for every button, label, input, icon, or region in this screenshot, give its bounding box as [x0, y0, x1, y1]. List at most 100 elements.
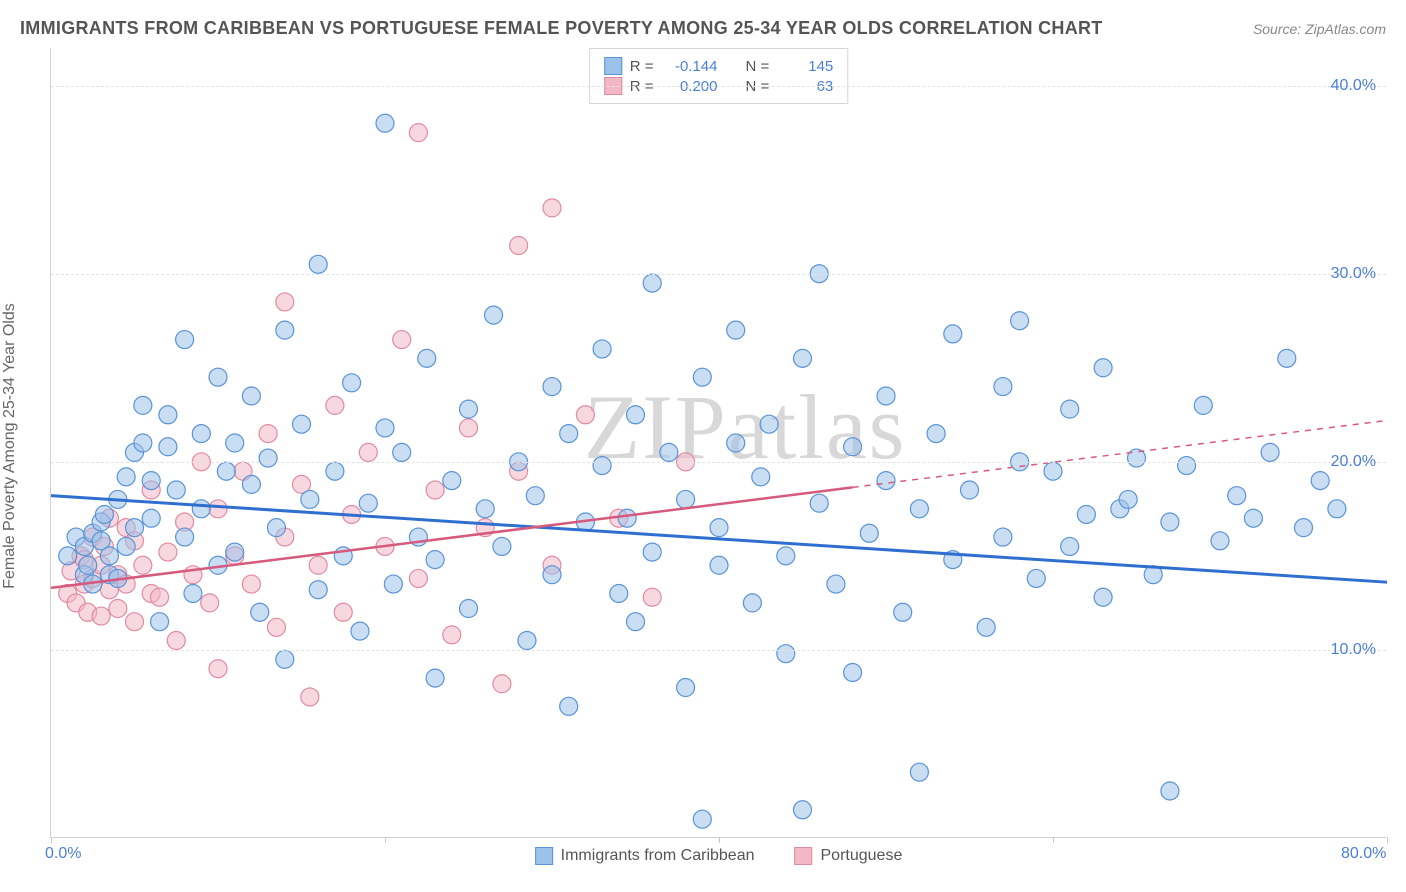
data-point-portuguese — [267, 618, 285, 636]
data-point-caribbean — [526, 487, 544, 505]
data-point-caribbean — [827, 575, 845, 593]
data-point-caribbean — [460, 400, 478, 418]
data-point-portuguese — [576, 406, 594, 424]
data-point-caribbean — [777, 547, 795, 565]
data-point-caribbean — [677, 490, 695, 508]
data-point-caribbean — [1211, 532, 1229, 550]
data-point-caribbean — [1178, 457, 1196, 475]
data-point-caribbean — [159, 406, 177, 424]
data-point-caribbean — [95, 505, 113, 523]
data-point-caribbean — [752, 468, 770, 486]
data-point-caribbean — [894, 603, 912, 621]
data-point-portuguese — [426, 481, 444, 499]
data-point-portuguese — [109, 600, 127, 618]
data-point-caribbean — [1228, 487, 1246, 505]
data-point-caribbean — [994, 528, 1012, 546]
series-legend-item-caribbean: Immigrants from Caribbean — [535, 847, 755, 865]
data-point-caribbean — [426, 669, 444, 687]
plot-area: ZIPatlas R =-0.144N =145R =0.200N =63 Im… — [50, 48, 1386, 838]
data-point-portuguese — [209, 500, 227, 518]
data-point-caribbean — [977, 618, 995, 636]
data-point-caribbean — [251, 603, 269, 621]
data-point-caribbean — [927, 425, 945, 443]
data-point-caribbean — [226, 543, 244, 561]
data-point-caribbean — [844, 438, 862, 456]
data-point-caribbean — [242, 387, 260, 405]
legend-swatch — [535, 847, 553, 865]
data-point-caribbean — [560, 697, 578, 715]
data-point-portuguese — [409, 569, 427, 587]
data-point-caribbean — [276, 321, 294, 339]
data-point-caribbean — [1027, 569, 1045, 587]
xtick-mark — [1387, 837, 1388, 843]
legend-swatch — [604, 57, 622, 75]
data-point-caribbean — [460, 600, 478, 618]
data-point-portuguese — [359, 443, 377, 461]
data-point-caribbean — [710, 556, 728, 574]
data-point-caribbean — [994, 378, 1012, 396]
correlation-legend: R =-0.144N =145R =0.200N =63 — [589, 48, 849, 104]
ytick-label: 20.0% — [1331, 453, 1376, 471]
data-point-caribbean — [643, 274, 661, 292]
xtick-mark — [719, 837, 720, 843]
source-label: Source: ZipAtlas.com — [1253, 21, 1386, 37]
data-point-caribbean — [1244, 509, 1262, 527]
data-point-caribbean — [192, 500, 210, 518]
data-point-caribbean — [476, 500, 494, 518]
xtick-mark — [1053, 837, 1054, 843]
data-point-caribbean — [860, 524, 878, 542]
data-point-caribbean — [660, 443, 678, 461]
data-point-caribbean — [810, 494, 828, 512]
ytick-label: 30.0% — [1331, 265, 1376, 283]
data-point-caribbean — [176, 528, 194, 546]
data-point-caribbean — [627, 406, 645, 424]
data-point-portuguese — [393, 331, 411, 349]
data-point-caribbean — [593, 457, 611, 475]
data-point-caribbean — [267, 519, 285, 537]
data-point-caribbean — [677, 679, 695, 697]
data-point-portuguese — [209, 660, 227, 678]
data-point-caribbean — [610, 584, 628, 602]
data-point-caribbean — [217, 462, 235, 480]
data-point-caribbean — [727, 434, 745, 452]
data-point-caribbean — [134, 434, 152, 452]
data-point-caribbean — [1328, 500, 1346, 518]
ytick-label: 10.0% — [1331, 641, 1376, 659]
data-point-caribbean — [1094, 359, 1112, 377]
series-legend: Immigrants from CaribbeanPortuguese — [535, 847, 903, 865]
data-point-caribbean — [100, 547, 118, 565]
data-point-caribbean — [944, 325, 962, 343]
data-point-portuguese — [309, 556, 327, 574]
data-point-caribbean — [1077, 505, 1095, 523]
data-point-caribbean — [426, 551, 444, 569]
gridline — [51, 462, 1386, 463]
data-point-caribbean — [727, 321, 745, 339]
data-point-caribbean — [301, 490, 319, 508]
data-point-caribbean — [1161, 782, 1179, 800]
data-point-caribbean — [209, 368, 227, 386]
legend-swatch — [795, 847, 813, 865]
data-point-caribbean — [117, 468, 135, 486]
gridline — [51, 86, 1386, 87]
data-point-portuguese — [126, 613, 144, 631]
data-point-caribbean — [192, 425, 210, 443]
data-point-caribbean — [351, 622, 369, 640]
data-point-caribbean — [384, 575, 402, 593]
chart-title: IMMIGRANTS FROM CARIBBEAN VS PORTUGUESE … — [20, 18, 1103, 39]
data-point-caribbean — [418, 349, 436, 367]
xtick-label: 0.0% — [45, 845, 81, 863]
data-point-caribbean — [760, 415, 778, 433]
title-bar: IMMIGRANTS FROM CARIBBEAN VS PORTUGUESE … — [20, 18, 1386, 39]
data-point-portuguese — [201, 594, 219, 612]
data-point-caribbean — [710, 519, 728, 537]
data-point-caribbean — [877, 387, 895, 405]
data-point-caribbean — [376, 114, 394, 132]
data-point-caribbean — [443, 472, 461, 490]
data-point-caribbean — [259, 449, 277, 467]
data-point-caribbean — [184, 584, 202, 602]
data-point-caribbean — [543, 566, 561, 584]
data-point-caribbean — [910, 500, 928, 518]
data-point-caribbean — [1044, 462, 1062, 480]
data-point-caribbean — [176, 331, 194, 349]
xtick-label: 80.0% — [1341, 845, 1386, 863]
